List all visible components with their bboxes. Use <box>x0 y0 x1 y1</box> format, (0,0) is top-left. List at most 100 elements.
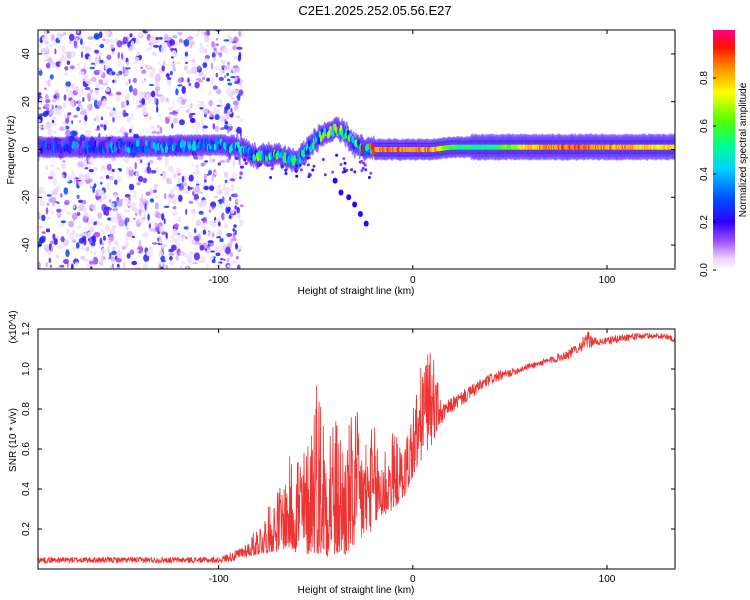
noise-blob <box>60 193 63 198</box>
noise-blob <box>64 72 68 76</box>
noise-blob <box>51 104 54 110</box>
noise-blob <box>237 54 241 62</box>
noise-blob <box>83 247 87 251</box>
noise-blob <box>98 221 103 225</box>
noise-blob <box>159 126 163 134</box>
noise-blob <box>82 97 85 102</box>
noise-blob <box>236 46 243 50</box>
noise-blob <box>114 216 118 224</box>
noise-blob <box>87 258 94 262</box>
noise-blob <box>190 125 197 128</box>
noise-blob <box>231 260 238 264</box>
noise-blob <box>38 113 46 117</box>
noise-blob <box>191 171 197 175</box>
noise-blob <box>83 159 87 166</box>
spectrogram-x-axis-label: Height of straight line (km) <box>298 286 415 297</box>
noise-blob <box>106 107 111 110</box>
noise-blob <box>105 175 110 179</box>
noise-blob <box>214 114 220 121</box>
noise-blob <box>156 166 160 172</box>
noise-blob <box>41 214 46 221</box>
noise-blob <box>222 184 226 187</box>
noise-blob <box>77 225 82 230</box>
noise-blob <box>157 213 162 219</box>
noise-blob <box>209 255 214 260</box>
noise-blob <box>229 214 232 220</box>
noise-blob <box>216 187 219 196</box>
noise-blob <box>223 124 229 130</box>
noise-blob <box>90 62 96 65</box>
noise-blob <box>200 183 205 186</box>
ridge-core <box>205 138 209 146</box>
noise-blob <box>343 169 347 173</box>
noise-blob <box>38 125 43 129</box>
noise-blob <box>184 51 189 57</box>
ridge-core <box>351 136 354 144</box>
noise-blob <box>161 213 165 221</box>
noise-blob <box>219 238 224 243</box>
noise-blob <box>183 226 189 230</box>
noise-blob <box>106 163 112 171</box>
noise-blob <box>40 235 45 244</box>
noise-blob <box>196 178 199 185</box>
noise-blob <box>350 168 354 172</box>
noise-blob <box>367 176 371 179</box>
noise-blob <box>169 255 173 261</box>
noise-blob <box>186 266 189 269</box>
noise-blob <box>169 48 176 51</box>
noise-blob <box>206 77 211 82</box>
noise-blob <box>212 85 218 90</box>
noise-blob <box>92 235 95 243</box>
noise-blob <box>211 77 214 86</box>
ridge-core <box>143 146 147 154</box>
noise-blob <box>162 60 166 67</box>
noise-blob <box>226 264 232 268</box>
noise-blob <box>227 128 230 135</box>
noise-blob <box>112 246 116 251</box>
noise-blob <box>227 123 233 127</box>
noise-blob <box>38 92 42 96</box>
noise-blob <box>117 213 120 218</box>
noise-blob <box>67 112 72 116</box>
noise-blob <box>187 77 190 83</box>
noise-blob <box>176 97 183 103</box>
noise-blob <box>229 178 235 182</box>
noise-blob <box>364 168 368 172</box>
noise-blob <box>146 250 153 257</box>
noise-blob <box>198 80 204 83</box>
noise-blob <box>102 98 107 105</box>
noise-blob <box>146 64 152 69</box>
noise-blob <box>236 206 240 214</box>
noise-blob <box>230 107 233 113</box>
noise-blob <box>156 105 159 113</box>
noise-blob <box>98 79 104 85</box>
noise-blob <box>60 220 66 224</box>
noise-blob <box>44 245 50 247</box>
noise-blob <box>181 99 186 106</box>
noise-blob <box>226 258 230 263</box>
noise-blob <box>235 200 241 203</box>
noise-blob <box>139 62 146 67</box>
noise-blob <box>173 172 177 179</box>
noise-blob <box>48 250 51 256</box>
noise-blob <box>93 183 97 189</box>
noise-blob <box>231 237 237 242</box>
noise-blob <box>199 191 204 195</box>
noise-blob <box>105 87 111 93</box>
noise-blob <box>39 213 42 217</box>
noise-blob <box>177 77 183 83</box>
noise-blob <box>221 70 225 74</box>
noise-blob <box>68 91 74 98</box>
noise-blob <box>104 209 110 216</box>
noise-blob <box>214 125 220 132</box>
noise-blob <box>211 52 216 59</box>
noise-blob <box>190 208 196 214</box>
noise-blob <box>155 195 159 198</box>
noise-blob <box>175 88 179 96</box>
snr-y-tick-label: 0.4 <box>21 482 32 496</box>
noise-blob <box>90 242 96 247</box>
noise-blob <box>45 94 49 100</box>
noise-blob <box>104 79 110 84</box>
noise-blob <box>127 176 131 179</box>
noise-blob <box>125 100 130 106</box>
